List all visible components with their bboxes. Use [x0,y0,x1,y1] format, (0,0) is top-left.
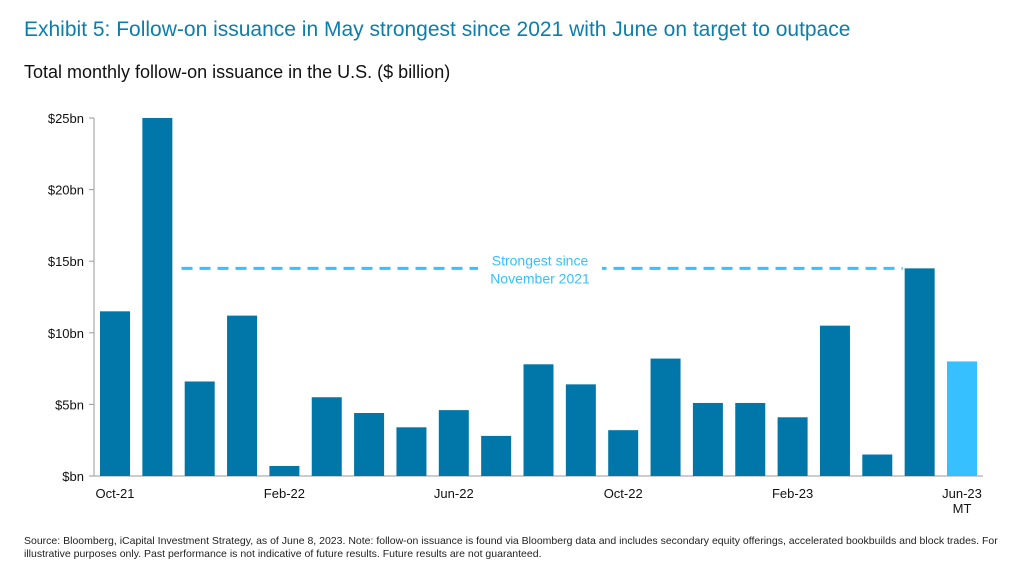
bar-Nov-21 [142,118,173,476]
bar-Jul-22 [481,435,512,476]
bar-Jan-23 [735,402,766,476]
bar-chart: $bn $5bn $10bn $15bn $20bn $25bn Oct-21 Feb-22 J… [48,111,983,516]
bar-Dec-22 [692,402,723,476]
bar-Jan-22 [227,315,258,476]
x-tick-label: Jun-22 [434,486,474,501]
y-tick-label: $10bn [48,326,84,341]
y-tick-label: $20bn [48,183,84,198]
chart-title: Exhibit 5: Follow-on issuance in May str… [24,18,851,41]
x-tick-label: Feb-22 [264,486,305,501]
bar-Jun-22 [438,410,469,476]
chart-subtitle: Total monthly follow-on issuance in the … [24,62,451,82]
bar-May-23 [904,268,935,476]
bar-Mar-23 [819,325,850,476]
bar-Mar-22 [311,397,342,476]
bar-May-22 [396,427,427,476]
x-tick-label: Feb-23 [772,486,813,501]
bar-Nov-22 [650,358,681,476]
y-tick-label: $15bn [48,254,84,269]
bar-Feb-23 [777,417,808,476]
reference-label-background [478,254,602,289]
y-tick-label: $bn [62,469,84,484]
bar-Apr-22 [354,412,385,476]
bar-Sep-22 [565,384,596,476]
bar-Feb-22 [269,465,300,476]
y-tick-label: $5bn [55,397,84,412]
source-note: Source: Bloomberg, iCapital Investment S… [24,535,998,560]
x-tick-label: Jun-23 [942,486,982,501]
bar-Aug-22 [523,364,554,476]
x-tick-sublabel: MT [953,501,972,516]
reference-label-line1: Strongest since [492,252,589,268]
bar-Jun-23 [947,361,977,476]
bar-Apr-23 [862,454,893,476]
bar-Oct-22 [608,430,639,476]
bar-Oct-21 [100,311,130,476]
y-tick-label: $25bn [48,111,84,126]
x-tick-label: Oct-21 [95,486,134,501]
reference-label-line2: November 2021 [490,270,590,286]
bar-Dec-21 [184,381,215,476]
x-tick-label: Oct-22 [604,486,643,501]
